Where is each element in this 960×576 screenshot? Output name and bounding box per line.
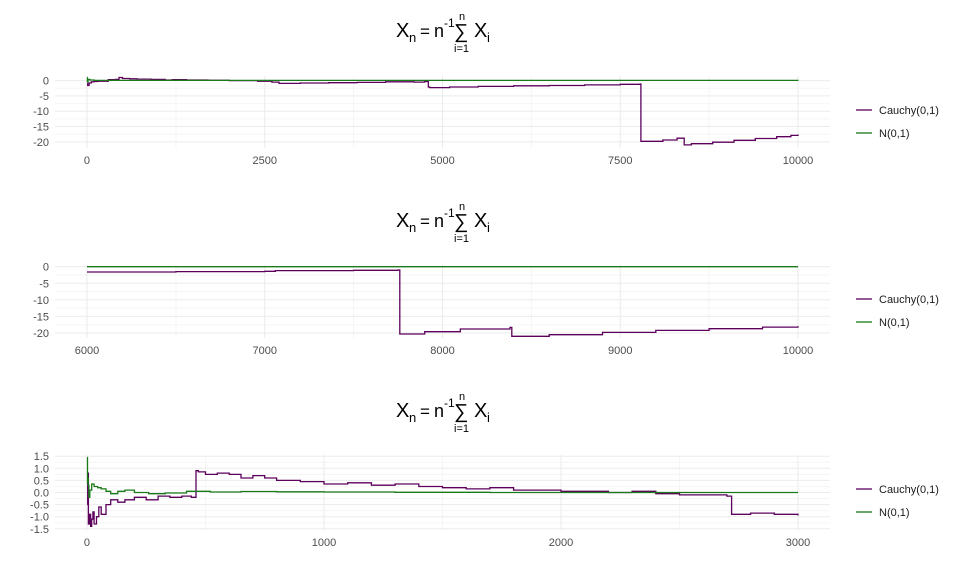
title-xi: X [474, 20, 487, 42]
title-equals: = [420, 212, 430, 231]
panel-1: 0 2500 5000 7500 10000 0 -5 -10 -15 -20 Cauchy(0,1… [33, 11, 939, 167]
x-tick-label: 10000 [783, 155, 814, 167]
y-tick-label: 0.5 [34, 475, 49, 487]
y-tick-label: -20 [33, 137, 49, 149]
title-sum: ∑ [454, 401, 468, 423]
x-tick-label: 7500 [608, 155, 632, 167]
title-equals: = [420, 22, 430, 41]
x-tick-label: 10000 [783, 345, 814, 357]
title-xi: X [474, 400, 487, 422]
legend-label: Cauchy(0,1) [879, 294, 939, 306]
title-xi: X [474, 210, 487, 232]
x-tick-label: 7000 [253, 345, 277, 357]
y-tick-label: -5 [39, 91, 49, 103]
x-tick-label: 1000 [312, 537, 336, 549]
title-exponent: -1 [444, 396, 455, 410]
title-exponent: -1 [444, 206, 455, 220]
y-tick-label: 0.0 [34, 488, 49, 500]
y-tick-label: -1.0 [30, 512, 49, 524]
y-tick-label: -10 [33, 295, 49, 307]
title-upper-limit: n [459, 391, 465, 403]
title-x: X [396, 20, 409, 42]
legend-label: Cauchy(0,1) [879, 484, 939, 496]
x-tick-label: 0 [84, 537, 90, 549]
y-tick-label: 1.5 [34, 451, 49, 463]
y-tick-label: 0 [43, 262, 49, 274]
title-exponent: -1 [444, 16, 455, 30]
series-line-normal [86, 456, 798, 498]
y-tick-label: -10 [33, 106, 49, 118]
title-subscript-i: i [487, 220, 490, 235]
title-x: X [396, 400, 409, 422]
y-tick-label: -1.5 [30, 524, 49, 536]
title-subscript-i: i [487, 30, 490, 45]
series-line-cauchy [87, 269, 799, 337]
y-tick-label: -20 [33, 328, 49, 340]
title-sum: ∑ [454, 21, 468, 43]
title-subscript: n [409, 410, 416, 425]
x-tick-label: 2000 [549, 537, 573, 549]
x-tick-label: 8000 [430, 345, 454, 357]
title-upper-limit: n [459, 201, 465, 213]
title-x: X [396, 210, 409, 232]
title-lower-limit: i=1 [454, 43, 469, 55]
x-tick-label: 9000 [608, 345, 632, 357]
legend-label: Cauchy(0,1) [879, 105, 939, 117]
x-tick-label: 3000 [786, 537, 810, 549]
title-lower-limit: i=1 [454, 423, 469, 435]
title-upper-limit: n [459, 11, 465, 23]
title-subscript: n [409, 30, 416, 45]
y-tick-label: -15 [33, 122, 49, 134]
title-subscript-i: i [487, 410, 490, 425]
panel-3: 0 1000 2000 3000 1.51.00.50.0-0.5-1.0-1.5 Cau… [30, 391, 939, 549]
title-n: n [434, 211, 444, 231]
y-tick-label: -0.5 [30, 500, 49, 512]
legend-label: N(0,1) [879, 317, 910, 329]
x-tick-label: 0 [84, 155, 90, 167]
y-tick-label: 1.0 [34, 463, 49, 475]
series-line-cauchy [87, 76, 799, 146]
title-lower-limit: i=1 [454, 233, 469, 245]
legend-label: N(0,1) [879, 128, 910, 140]
x-tick-label: 6000 [75, 345, 99, 357]
legend-label: N(0,1) [879, 507, 910, 519]
y-tick-label: -15 [33, 311, 49, 323]
series-line-normal [86, 76, 799, 83]
title-equals: = [420, 402, 430, 421]
y-tick-label: 0 [43, 76, 49, 88]
title-sum: ∑ [454, 211, 468, 233]
x-tick-label: 2500 [253, 155, 277, 167]
title-subscript: n [409, 220, 416, 235]
y-tick-label: -5 [39, 278, 49, 290]
title-n: n [434, 401, 444, 421]
x-tick-label: 5000 [430, 155, 454, 167]
panel-2: 6000 7000 8000 9000 10000 0 -5 -10 -15 -20 Cauchy(… [33, 201, 939, 357]
title-n: n [434, 21, 444, 41]
